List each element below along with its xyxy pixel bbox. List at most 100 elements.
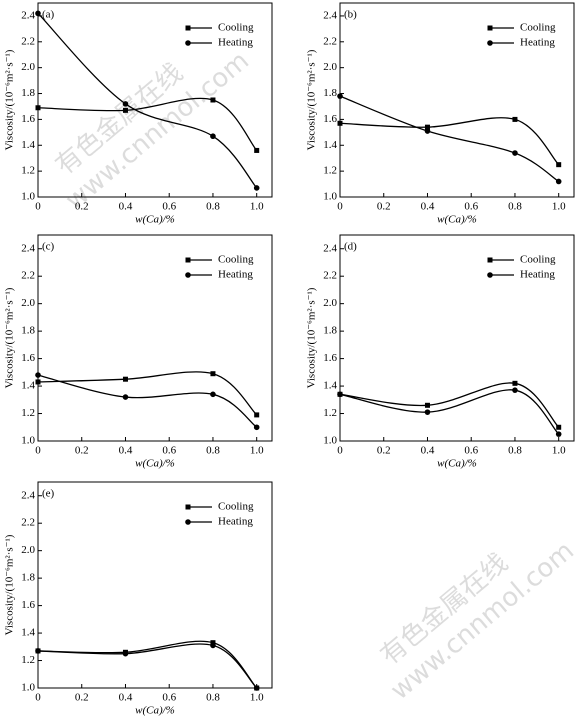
y-tick-label: 2.0 — [21, 544, 35, 556]
legend-marker — [487, 272, 493, 278]
y-tick-label: 1.4 — [21, 627, 35, 639]
y-tick-label: 2.4 — [323, 242, 337, 254]
legend-marker — [185, 519, 191, 525]
marker — [424, 124, 430, 130]
series-line — [339, 389, 560, 435]
y-tick-label: 2.0 — [21, 61, 35, 73]
plot-frame — [37, 481, 273, 689]
plot-frame — [37, 234, 273, 442]
x-tick-label: 0.8 — [508, 201, 522, 213]
marker — [337, 391, 343, 398]
panel-label: (c) — [42, 241, 55, 253]
plot-frame — [339, 234, 575, 442]
marker — [424, 128, 431, 134]
legend-label: Heating — [520, 37, 555, 49]
x-tick-label: 0.6 — [162, 692, 176, 704]
y-axis-label: Viscosity/(10⁻⁶m²·s⁻¹) — [306, 49, 318, 150]
x-axis-label: w(Ca)/% — [135, 214, 175, 226]
panel-label: (b) — [344, 9, 357, 21]
series-line — [37, 12, 258, 189]
y-axis-label: Viscosity/(10⁻⁶m²·s⁻¹) — [4, 534, 16, 635]
marker — [424, 402, 430, 408]
x-tick-label: 0.8 — [206, 201, 220, 213]
y-tick-label: 2.4 — [21, 489, 35, 501]
marker — [35, 372, 41, 378]
x-tick-label: 0 — [337, 201, 343, 213]
panel: 0 0.2 0.4 0.6 0.8 1.0 1.0 1.2 1.4 1.6 1.8 2.0 2.2 2.4… — [306, 234, 575, 470]
marker — [122, 376, 128, 382]
series-line — [37, 371, 258, 416]
y-tick-label: 2.4 — [323, 9, 337, 21]
y-tick-label: 1.0 — [21, 191, 35, 203]
marker — [35, 648, 41, 654]
marker — [122, 650, 129, 657]
x-tick-label: 0.6 — [162, 201, 176, 213]
x-tick-label: 0.2 — [377, 445, 391, 457]
y-tick-label: 1.2 — [323, 407, 337, 419]
marker — [337, 120, 343, 126]
legend-marker — [185, 257, 191, 263]
y-tick-label: 2.2 — [21, 517, 35, 529]
panel-label: (e) — [42, 488, 55, 500]
y-axis-label: Viscosity/(10⁻⁶m²·s⁻¹) — [4, 49, 16, 150]
y-tick-label: 2.4 — [21, 9, 35, 21]
y-axis-label: Viscosity/(10⁻⁶m²·s⁻¹) — [306, 287, 318, 388]
y-tick-label: 1.2 — [21, 654, 35, 666]
y-tick-label: 1.8 — [323, 87, 337, 99]
marker — [253, 424, 260, 431]
marker — [122, 107, 128, 113]
x-tick-label: 0.8 — [206, 445, 220, 457]
x-tick-label: 0 — [35, 692, 41, 704]
y-tick-label: 1.6 — [21, 599, 35, 611]
legend-marker — [185, 504, 191, 510]
x-tick-label: 0.2 — [75, 201, 89, 213]
marker — [210, 97, 216, 103]
x-tick-label: 0 — [35, 201, 41, 213]
legend-marker — [487, 257, 493, 263]
y-tick-label: 1.2 — [323, 165, 337, 177]
marker — [35, 10, 41, 17]
legend-marker — [185, 272, 191, 278]
marker — [556, 162, 562, 168]
legend-label: Heating — [520, 269, 555, 281]
legend-label: Cooling — [218, 22, 254, 34]
y-tick-label: 1.4 — [323, 380, 337, 392]
x-tick-label: 1.0 — [552, 201, 566, 213]
y-tick-label: 1.8 — [21, 87, 35, 99]
marker — [254, 147, 260, 153]
x-axis-label: w(Ca)/% — [437, 214, 477, 226]
marker — [210, 371, 216, 377]
legend-label: Heating — [218, 269, 253, 281]
series-line — [339, 382, 560, 428]
marker — [122, 101, 129, 107]
y-axis-label: Viscosity/(10⁻⁶m²·s⁻¹) — [4, 287, 16, 388]
panel-label: (d) — [344, 241, 357, 253]
x-tick-label: 0.2 — [377, 201, 391, 213]
y-tick-label: 2.2 — [323, 270, 337, 282]
y-tick-label: 1.2 — [21, 165, 35, 177]
marker — [35, 105, 41, 111]
marker — [337, 93, 343, 99]
series-line — [37, 640, 258, 689]
marker — [35, 379, 41, 385]
panel: 0 0.2 0.4 0.6 0.8 1.0 1.0 1.2 1.4 1.6 1.8 2.0 2.2 2.4… — [4, 2, 273, 226]
series-line — [339, 117, 560, 166]
marker — [122, 394, 129, 400]
x-tick-label: 0.6 — [162, 445, 176, 457]
y-tick-label: 1.0 — [21, 435, 35, 447]
y-tick-label: 1.8 — [21, 325, 35, 337]
y-tick-label: 1.6 — [21, 113, 35, 125]
y-tick-label: 2.0 — [323, 61, 337, 73]
legend-marker — [487, 25, 493, 31]
y-tick-label: 1.0 — [21, 682, 35, 694]
x-tick-label: 0 — [35, 445, 41, 457]
y-tick-label: 1.2 — [21, 407, 35, 419]
marker — [210, 391, 216, 398]
x-tick-label: 0.4 — [421, 445, 435, 457]
x-tick-label: 1.0 — [250, 445, 264, 457]
marker — [512, 380, 518, 386]
y-tick-label: 2.0 — [323, 297, 337, 309]
marker — [253, 185, 260, 191]
y-tick-label: 1.4 — [21, 380, 35, 392]
